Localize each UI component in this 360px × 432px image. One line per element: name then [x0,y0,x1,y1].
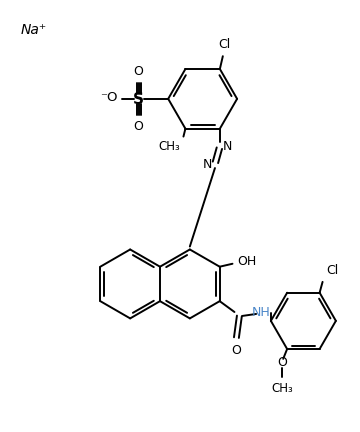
Text: N: N [203,158,212,171]
Text: O: O [134,120,144,133]
Text: S: S [133,92,144,107]
Text: Na⁺: Na⁺ [21,23,47,37]
Text: O: O [277,356,287,369]
Text: O: O [134,65,144,78]
Text: NH: NH [252,306,270,320]
Text: ⁻O: ⁻O [100,91,118,105]
Text: N: N [223,140,232,153]
Text: OH: OH [237,255,257,268]
Text: CH₃: CH₃ [271,382,293,395]
Text: Cl: Cl [219,38,231,51]
Text: CH₃: CH₃ [159,140,180,153]
Text: Cl: Cl [327,264,339,277]
Text: O: O [231,344,241,358]
